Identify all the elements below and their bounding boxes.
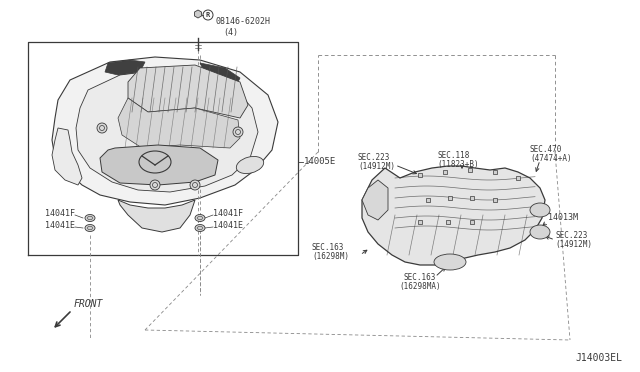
Text: 14013M: 14013M — [548, 214, 578, 222]
Polygon shape — [200, 63, 240, 88]
FancyBboxPatch shape — [468, 168, 472, 172]
FancyBboxPatch shape — [418, 220, 422, 224]
Text: (16298MA): (16298MA) — [399, 282, 441, 292]
Circle shape — [233, 127, 243, 137]
Circle shape — [150, 180, 160, 190]
Ellipse shape — [434, 254, 466, 270]
Text: 08146-6202H: 08146-6202H — [215, 17, 270, 26]
Circle shape — [190, 180, 200, 190]
Text: SEC.163: SEC.163 — [404, 273, 436, 282]
Text: 14041E: 14041E — [45, 221, 75, 231]
Ellipse shape — [85, 215, 95, 221]
Text: FRONT: FRONT — [74, 299, 104, 309]
FancyBboxPatch shape — [516, 176, 520, 180]
Ellipse shape — [195, 215, 205, 221]
Text: (16298M): (16298M) — [312, 253, 349, 262]
Text: 14041F: 14041F — [213, 208, 243, 218]
FancyBboxPatch shape — [470, 220, 474, 224]
Text: 14005E: 14005E — [304, 157, 336, 167]
Polygon shape — [118, 200, 195, 232]
Text: SEC.163: SEC.163 — [312, 244, 344, 253]
FancyBboxPatch shape — [443, 170, 447, 174]
Text: SEC.223: SEC.223 — [555, 231, 588, 240]
Polygon shape — [100, 145, 218, 185]
Polygon shape — [76, 70, 258, 192]
Text: SEC.223: SEC.223 — [358, 154, 390, 163]
Text: (47474+A): (47474+A) — [530, 154, 572, 164]
Ellipse shape — [530, 225, 550, 239]
Polygon shape — [52, 57, 278, 205]
Text: SEC.470: SEC.470 — [530, 145, 563, 154]
Polygon shape — [105, 60, 145, 75]
Polygon shape — [52, 128, 82, 185]
FancyBboxPatch shape — [470, 196, 474, 200]
Text: (11823+B): (11823+B) — [437, 160, 479, 169]
FancyBboxPatch shape — [493, 198, 497, 202]
Text: (14912M): (14912M) — [358, 163, 395, 171]
Text: 14041E: 14041E — [213, 221, 243, 231]
Ellipse shape — [236, 157, 264, 173]
Ellipse shape — [530, 203, 550, 217]
Text: R: R — [206, 12, 210, 18]
Text: (4): (4) — [223, 29, 238, 38]
Text: 14041F: 14041F — [45, 208, 75, 218]
FancyBboxPatch shape — [493, 170, 497, 174]
Polygon shape — [128, 65, 248, 118]
FancyBboxPatch shape — [446, 220, 450, 224]
Text: (14912M): (14912M) — [555, 240, 592, 248]
Ellipse shape — [195, 224, 205, 231]
Polygon shape — [362, 166, 545, 265]
Polygon shape — [118, 98, 240, 148]
FancyBboxPatch shape — [448, 196, 452, 200]
Polygon shape — [362, 180, 388, 220]
FancyBboxPatch shape — [426, 198, 430, 202]
FancyBboxPatch shape — [418, 173, 422, 177]
Circle shape — [97, 123, 107, 133]
Text: SEC.118: SEC.118 — [437, 151, 469, 160]
Ellipse shape — [85, 224, 95, 231]
Text: J14003EL: J14003EL — [575, 353, 622, 363]
